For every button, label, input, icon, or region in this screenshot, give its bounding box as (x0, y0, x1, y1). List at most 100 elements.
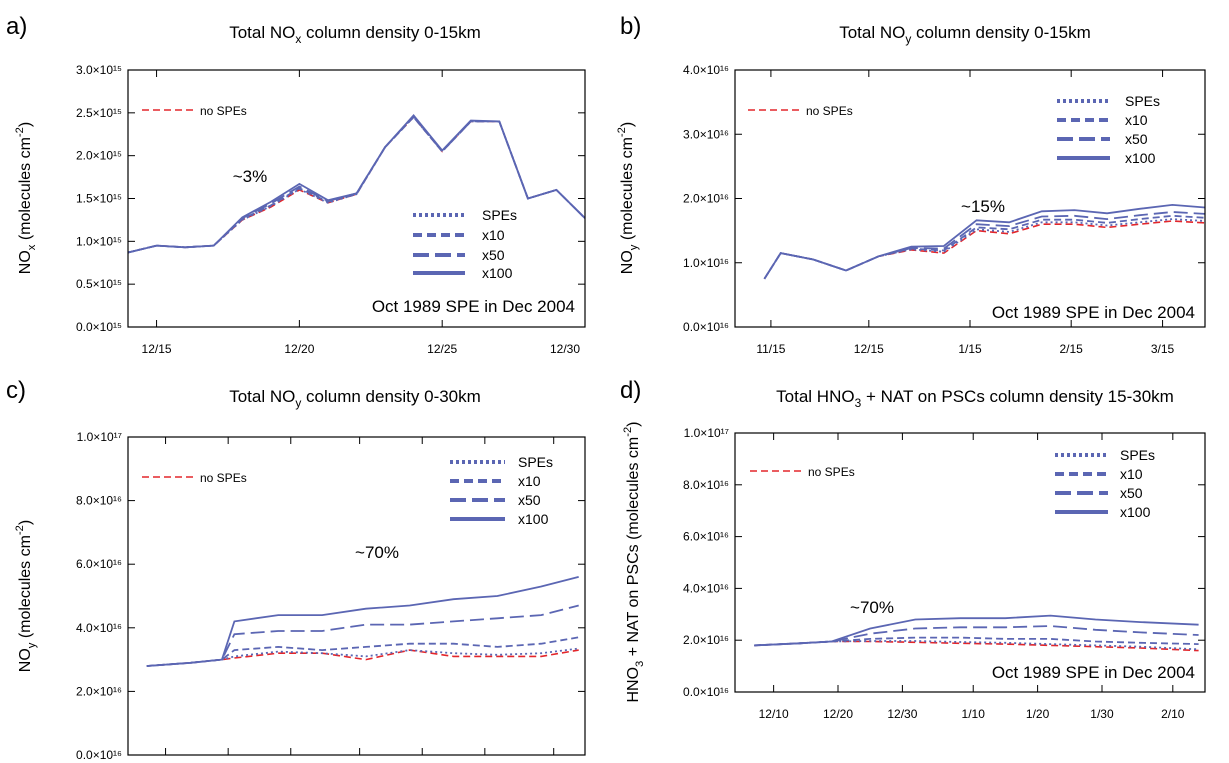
legend-label: x50 (482, 247, 505, 263)
legend-label: no SPEs (200, 104, 247, 118)
y-tick-label: 0.0×10¹⁶ (683, 685, 729, 699)
y-axis-label-part: (molecules cm (619, 137, 636, 245)
x-tick-label: 1/30 (1090, 707, 1114, 721)
panel-label: b) (620, 13, 641, 40)
chart-title-part: column density 0-15km (301, 23, 481, 42)
series-line (127, 114, 586, 254)
legend-label: x100 (1120, 504, 1151, 520)
y-tick-label: 2.0×10¹⁵ (76, 149, 122, 163)
x-tick-label: 1/20 (1026, 707, 1050, 721)
chart-title: Total NOy column density 0-15km (839, 23, 1091, 46)
y-axis-label-part: ) (17, 122, 34, 127)
y-tick-label: 0.0×10¹⁶ (76, 748, 122, 762)
plot-frame (734, 432, 1206, 693)
y-tick-label: 1.0×10¹⁵ (76, 234, 122, 248)
legend-label: SPEs (1120, 447, 1155, 463)
legend-label: no SPEs (808, 465, 855, 479)
legend-label: SPEs (482, 207, 517, 223)
x-tick-label: 12/25 (427, 342, 457, 356)
x-tick-label: 1/10 (962, 707, 986, 721)
y-axis-label-part: NO (17, 250, 34, 274)
chart-title-part: Total HNO (776, 387, 854, 406)
y-axis-label-part: y (628, 244, 640, 250)
legend-label: x50 (1120, 485, 1143, 501)
x-tick-label: 12/20 (823, 707, 853, 721)
y-axis-label: NOy (molecules cm-2) (14, 520, 38, 672)
annotation: ~3% (233, 167, 268, 186)
y-tick-label: 2.0×10¹⁶ (683, 633, 729, 647)
chart-title-part: Total NO (839, 23, 905, 42)
legend-label: no SPEs (200, 471, 247, 485)
chart-title: Total NOx column density 0-15km (229, 23, 481, 46)
series-line (146, 636, 579, 667)
y-axis-label-part: x (26, 244, 38, 250)
y-tick-label: 3.0×10¹⁵ (76, 63, 122, 77)
legend-label: x10 (518, 473, 541, 489)
legend-label: SPEs (1125, 93, 1160, 109)
legend-label: x10 (1125, 112, 1148, 128)
x-tick-label: 2/15 (1060, 342, 1084, 356)
chart-title-part: Total NO (229, 387, 295, 406)
legend-label: x10 (482, 227, 505, 243)
legend-label: no SPEs (806, 104, 853, 118)
series-line (127, 114, 586, 254)
chart-title-part: y (905, 32, 911, 46)
series-line (146, 649, 579, 667)
x-tick-label: 12/30 (887, 707, 917, 721)
y-tick-label: 4.0×10¹⁶ (683, 63, 729, 77)
y-axis-label-part: ) (625, 422, 642, 427)
y-axis-label-part: -2 (14, 525, 26, 535)
annotation: Oct 1989 SPE in Dec 2004 (372, 297, 575, 316)
y-tick-label: 4.0×10¹⁶ (683, 581, 729, 595)
x-tick-label: 2/10 (1161, 707, 1185, 721)
chart-title-part: 3 (855, 396, 862, 410)
legend-label: x100 (518, 511, 549, 527)
x-tick-label: 12/15 (142, 342, 172, 356)
legend-label: x100 (1125, 150, 1156, 166)
y-axis-label-part: -2 (14, 127, 26, 137)
chart-title-part: + NAT on PSCs column density 15-30km (861, 387, 1174, 406)
y-tick-label: 0.0×10¹⁵ (76, 320, 122, 334)
x-tick-label: 12/10 (759, 707, 789, 721)
legend-label: x50 (1125, 131, 1148, 147)
series-line (763, 211, 1206, 280)
legend-label: x100 (482, 265, 513, 281)
series-line (763, 220, 1206, 280)
y-axis-label-part: ) (17, 520, 34, 525)
x-tick-label: 11/15 (756, 342, 785, 356)
y-axis-label-part: 3 (634, 661, 646, 667)
y-axis-label-part: -2 (622, 427, 634, 437)
y-axis-label: NOy (molecules cm-2) (616, 122, 640, 274)
y-tick-label: 0.0×10¹⁶ (683, 320, 729, 334)
annotation: ~15% (961, 197, 1005, 216)
y-tick-label: 2.5×10¹⁵ (76, 106, 122, 120)
x-tick-label: 12/30 (550, 342, 580, 356)
y-tick-label: 6.0×10¹⁶ (683, 530, 729, 544)
y-axis-label-part: (molecules cm (17, 137, 34, 245)
y-axis-label: HNO3 + NAT on PSCs (molecules cm-2) (622, 422, 646, 703)
chart-title-part: column density 0-30km (301, 387, 481, 406)
x-tick-label: 3/15 (1151, 342, 1175, 356)
y-tick-label: 1.0×10¹⁶ (683, 256, 729, 270)
y-tick-label: 8.0×10¹⁶ (76, 494, 122, 508)
panel-label: d) (620, 377, 641, 404)
y-axis-label-part: NO (619, 250, 636, 274)
y-tick-label: 4.0×10¹⁶ (76, 621, 122, 635)
chart-title-part: y (295, 396, 301, 410)
y-tick-label: 1.5×10¹⁵ (76, 192, 122, 206)
legend-label: x50 (518, 492, 541, 508)
chart-title: Total NOy column density 0-30km (229, 387, 481, 410)
y-axis-label: NOx (molecules cm-2) (14, 122, 38, 274)
y-axis-label-part: NO (17, 648, 34, 672)
chart-title-part: column density 0-15km (911, 23, 1091, 42)
annotation: ~70% (850, 598, 894, 617)
series-line (146, 647, 579, 667)
y-axis-label-part: y (26, 642, 38, 648)
series-line (127, 115, 586, 254)
legend-label: SPEs (518, 454, 553, 470)
y-axis-label-part: -2 (616, 127, 628, 137)
y-tick-label: 3.0×10¹⁶ (683, 127, 729, 141)
series-line (763, 203, 1206, 280)
series-line (146, 576, 579, 667)
